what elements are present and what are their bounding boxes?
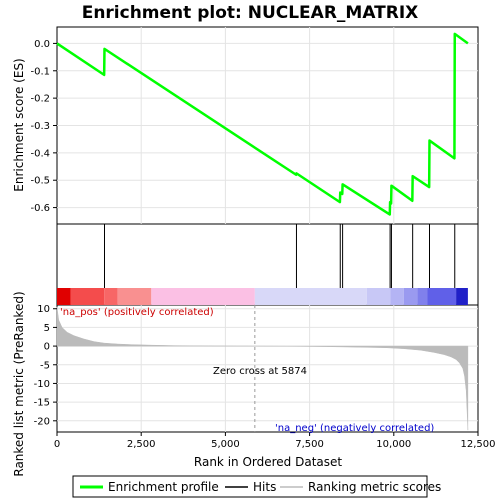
metric-y-tick-label: -20 [34,416,50,427]
chart-title: Enrichment plot: NUCLEAR_MATRIX [82,3,419,23]
rank-color-bar [57,288,468,305]
legend-label-enrichment: Enrichment profile [108,480,219,494]
es-profile-line [56,32,469,216]
x-tick-label: 10,000 [376,439,411,450]
es-y-tick-label: -0.4 [30,148,50,159]
es-y-tick-label: -0.6 [30,203,50,214]
x-ticks: 0 2,500 5,000 7,500 10,000 12,500 [54,432,496,450]
zero-cross-annotation: Zero cross at 5874 [213,366,307,377]
rank-bar-segment [403,288,418,305]
pos-annotation: 'na_pos' (positively correlated) [60,307,214,318]
rank-bar-segment [151,288,255,305]
es-y-tick-label: -0.3 [30,121,50,132]
rank-bar-segment [456,288,468,305]
rank-bar-segment [427,288,457,305]
x-tick-label: 7,500 [295,439,324,450]
metric-area-path [56,306,469,431]
metric-y-ticks: 10 5 0 -5 -10 -15 -20 [34,304,57,427]
metric-y-tick-label: 5 [44,323,50,334]
es-y-tick-label: 0.0 [34,39,50,50]
es-y-tick-label: -0.5 [30,176,50,187]
es-series [56,32,469,216]
legend-label-metric: Ranking metric scores [308,480,441,494]
es-gridlines [57,27,478,224]
es-y-tick-label: -0.1 [30,66,50,77]
es-y-tick-label: -0.2 [30,94,50,105]
legend-label-hits: Hits [253,480,276,494]
x-axis-label: Rank in Ordered Dataset [194,455,342,469]
metric-y-tick-label: -15 [34,398,50,409]
x-tick-label: 0 [54,439,60,450]
metric-y-tick-label: 10 [37,304,50,315]
metric-series [56,305,469,432]
rank-bar-segment [366,288,391,305]
rank-bar-segment [417,288,428,305]
rank-bar-segment [70,288,105,305]
metric-y-axis-label: Ranked list metric (PreRanked) [12,291,26,476]
rank-bar-segment [390,288,404,305]
rank-bar-segment [104,288,118,305]
hit-marks [103,224,456,288]
rank-bar-segment [254,288,367,305]
rank-bar-segment [57,288,71,305]
metric-y-tick-label: -10 [34,379,50,390]
metric-y-tick-label: 0 [44,342,50,353]
x-tick-label: 12,500 [461,439,496,450]
legend-box [72,475,428,498]
x-tick-label: 5,000 [211,439,240,450]
rank-bar-segment [117,288,152,305]
neg-annotation: 'na_neg' (negatively correlated) [275,423,434,434]
es-y-axis-label: Enrichment score (ES) [12,58,26,191]
es-y-ticks: 0.0 -0.1 -0.2 -0.3 -0.4 -0.5 -0.6 [30,39,57,214]
metric-y-tick-label: -5 [40,360,50,371]
x-tick-label: 2,500 [127,439,156,450]
